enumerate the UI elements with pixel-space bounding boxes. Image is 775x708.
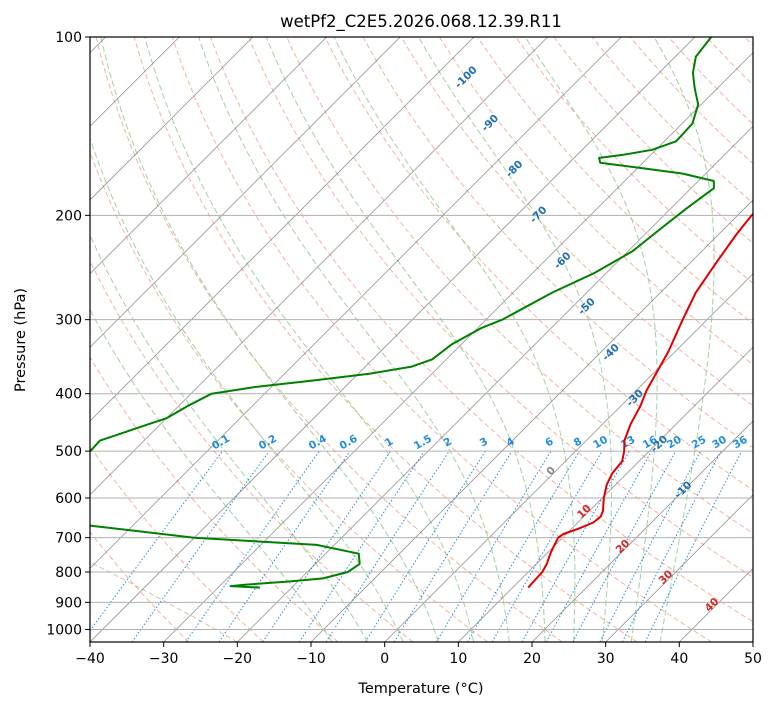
plot-area <box>90 37 753 642</box>
dry-adiabat-line <box>515 37 753 284</box>
x-tick-label: 50 <box>744 651 762 667</box>
mixing-ratio-line <box>298 450 425 642</box>
mixing-ratio-line <box>325 450 450 642</box>
y-axis-ticks: 1000 900 800 700 600 500 400 300 200 100 <box>46 30 90 638</box>
dry-adiabat-line <box>133 37 638 642</box>
moist-adiabat-line <box>90 136 404 642</box>
moist-adiabat-line <box>653 37 715 642</box>
isotherm-line <box>90 37 401 348</box>
mixing-ratio-line <box>131 450 270 642</box>
isotherm-line <box>310 199 753 642</box>
isotherm-line <box>90 37 254 201</box>
sounding-trace <box>90 37 715 589</box>
x-tick-label: −10 <box>296 651 326 667</box>
x-tick-label: 10 <box>449 651 467 667</box>
y-tick-label: 200 <box>55 208 82 224</box>
pressure-gridlines <box>90 37 753 630</box>
isotherm-line <box>90 37 475 422</box>
sounding-profiles <box>90 37 753 589</box>
isotherm-line <box>384 273 753 642</box>
y-tick-label: 700 <box>55 531 82 547</box>
moist-adiabat-line <box>198 37 510 642</box>
x-axis-ticks: −40 −30 −20 −10 0 10 20 30 40 50 <box>75 642 762 667</box>
y-tick-label: 100 <box>55 30 82 46</box>
x-tick-label: 0 <box>380 651 389 667</box>
x-tick-label: −20 <box>223 651 253 667</box>
mixing-ratio-line <box>545 450 653 642</box>
plot-frame <box>89 36 754 643</box>
x-tick-label: −30 <box>149 651 179 667</box>
y-tick-label: 300 <box>55 313 82 329</box>
mixing-ratio-line <box>90 450 223 632</box>
isotherm-line <box>90 37 696 642</box>
dry-adiabat-line <box>90 445 264 642</box>
mixing-ratio-line <box>644 450 743 642</box>
y-axis-label: Pressure (hPa) <box>13 288 29 392</box>
mixing-ratio-line <box>393 450 513 642</box>
moist-adiabat-line <box>524 37 658 642</box>
y-tick-label: 500 <box>55 444 82 460</box>
x-tick-label: 40 <box>670 651 688 667</box>
y-tick-label: 800 <box>55 565 82 581</box>
mixing-ratio-line <box>599 450 701 642</box>
isotherm-line <box>605 494 753 642</box>
moist-adiabat-line <box>100 37 439 642</box>
y-tick-label: 400 <box>55 387 82 403</box>
dry-adiabat-line <box>90 531 190 642</box>
sounding-trace <box>527 212 753 589</box>
y-tick-label: 900 <box>55 595 82 611</box>
x-axis-label: Temperature (°C) <box>357 681 483 697</box>
x-tick-label: 30 <box>597 651 615 667</box>
dry-adiabat-line <box>400 37 753 407</box>
moist-adiabat-line <box>265 37 546 642</box>
mixing-ratio-line <box>262 450 392 642</box>
dry-adiabat-line <box>438 37 753 366</box>
isotherm-line <box>90 37 622 569</box>
dry-adiabat-line <box>324 37 753 491</box>
dry-adiabat-line <box>248 37 753 578</box>
dry-adiabat-line <box>210 37 753 623</box>
mixing-ratio-line <box>185 450 320 642</box>
background-lines <box>90 37 753 642</box>
isotherm-line <box>458 346 753 642</box>
dry-adiabat-line <box>171 37 712 642</box>
mixing-ratio-line <box>435 450 552 642</box>
y-tick-label: 1000 <box>46 622 82 638</box>
moist-adiabat-line <box>333 37 576 642</box>
isotherm-line <box>90 37 327 275</box>
x-tick-label: −40 <box>75 651 105 667</box>
x-tick-label: 20 <box>523 651 541 667</box>
mixing-ratio-line <box>364 450 486 642</box>
moist-adiabat-line <box>418 37 613 642</box>
mixing-ratio-line <box>218 450 351 642</box>
isotherm-line <box>237 125 753 642</box>
isotherm-line <box>531 420 753 642</box>
moist-adiabat-line <box>144 37 475 642</box>
dry-adiabat-line <box>95 37 563 642</box>
dry-adiabat-line <box>90 356 339 642</box>
isotherm-line <box>90 37 548 496</box>
y-tick-label: 600 <box>55 491 82 507</box>
mixing-ratio-line <box>621 450 722 642</box>
dry-adiabat-line <box>90 150 488 642</box>
moist-adiabat-line <box>90 233 369 642</box>
chart-title: wetPf2_C2E5.2026.068.12.39.R11 <box>280 12 562 32</box>
mixing-ratio-line <box>572 450 677 642</box>
